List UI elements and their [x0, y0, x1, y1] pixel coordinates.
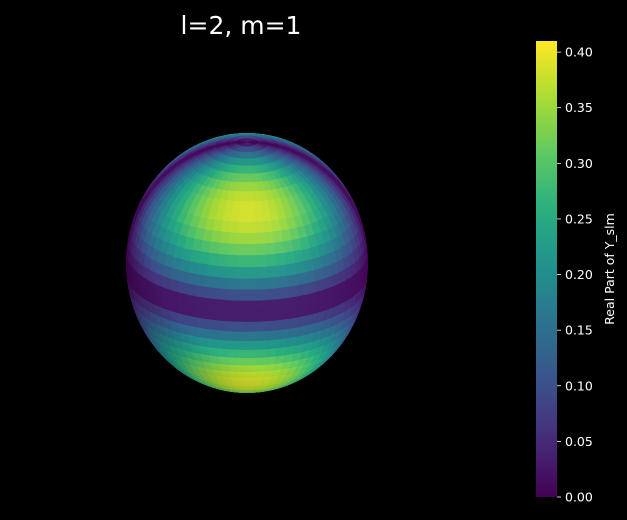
colorbar-tick-label: 0.15 — [565, 323, 593, 338]
colorbar-tick-label: 0.00 — [565, 490, 593, 505]
colorbar-tick-label: 0.35 — [565, 100, 593, 115]
colorbar-label: Real Part of Y_slm — [602, 213, 617, 325]
colorbar-bar — [536, 41, 557, 497]
sphere-shading — [126, 133, 368, 393]
chart-title: l=2, m=1 — [181, 11, 302, 40]
colorbar-tick-label: 0.10 — [565, 378, 593, 393]
colorbar-tick-label: 0.05 — [565, 434, 593, 449]
sphere-surface — [126, 133, 368, 393]
colorbar-tick-label: 0.20 — [565, 267, 593, 282]
colorbar-tick-label: 0.40 — [565, 45, 593, 60]
colorbar-ticks: 0.00 0.05 0.10 0.15 0.20 0.25 0.30 0.35 0.40 — [557, 45, 593, 505]
colorbar-tick-label: 0.30 — [565, 156, 593, 171]
colorbar-tick-label: 0.25 — [565, 211, 593, 226]
colorbar: 0.00 0.05 0.10 0.15 0.20 0.25 0.30 0.35 0.40 Rea… — [536, 41, 617, 505]
